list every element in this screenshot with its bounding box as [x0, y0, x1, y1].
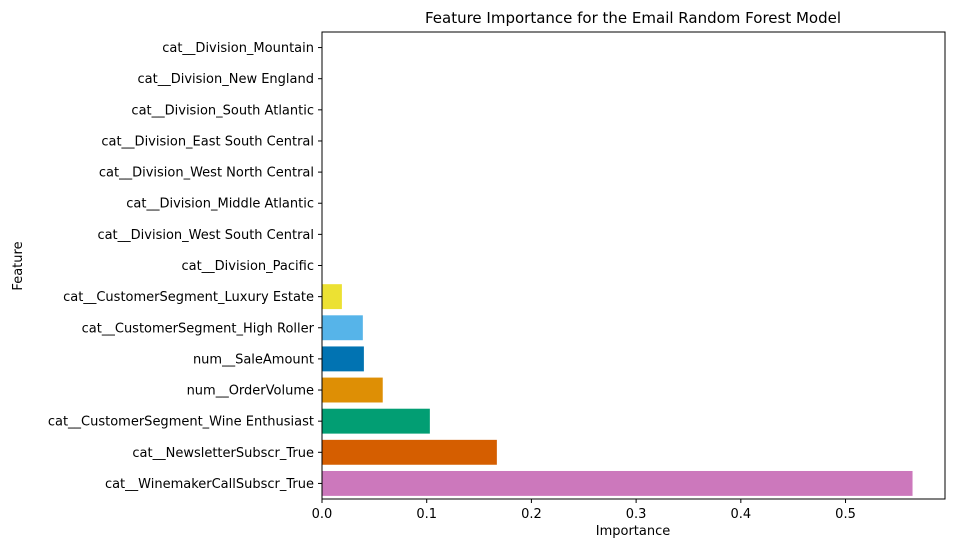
y-tick-label-9: cat__CustomerSegment_High Roller: [82, 321, 315, 336]
y-tick-label-3: cat__Division_East South Central: [101, 134, 314, 149]
bar-9: [322, 315, 363, 341]
y-tick-label-7: cat__Division_Pacific: [181, 259, 314, 274]
x-tick-label-4: 0.4: [730, 507, 751, 522]
y-tick-label-11: num__OrderVolume: [187, 384, 314, 399]
bar-8: [322, 284, 342, 310]
y-tick-label-0: cat__Division_Mountain: [162, 41, 314, 56]
x-axis: 0.0 0.1 0.2 0.3 0.4 0.5: [312, 499, 856, 522]
y-tick-label-14: cat__WinemakerCallSubscr_True: [105, 477, 314, 492]
y-tick-label-10: num__SaleAmount: [193, 352, 314, 367]
x-axis-label: Importance: [596, 524, 671, 539]
bar-13: [322, 439, 497, 465]
chart-title: Feature Importance for the Email Random …: [425, 9, 841, 27]
x-tick-label-0: 0.0: [312, 507, 333, 522]
y-tick-label-6: cat__Division_West South Central: [97, 228, 314, 243]
bar-10: [322, 346, 364, 372]
plot-frame: [321, 31, 946, 500]
bars-layer: [322, 284, 913, 496]
y-axis: cat__Division_Mountain cat__Division_New …: [48, 41, 322, 492]
y-tick-label-8: cat__CustomerSegment_Luxury Estate: [63, 290, 314, 305]
x-tick-label-5: 0.5: [835, 507, 856, 522]
x-tick-label-1: 0.1: [416, 507, 437, 522]
y-tick-label-13: cat__NewsletterSubscr_True: [132, 446, 314, 461]
y-tick-label-2: cat__Division_South Atlantic: [131, 103, 314, 118]
x-tick-label-2: 0.2: [521, 507, 542, 522]
y-tick-label-1: cat__Division_New England: [138, 72, 314, 87]
bar-14: [322, 470, 913, 496]
y-axis-label: Feature: [11, 241, 26, 290]
y-tick-label-4: cat__Division_West North Central: [99, 166, 314, 181]
y-tick-label-5: cat__Division_Middle Atlantic: [126, 197, 314, 212]
y-tick-label-12: cat__CustomerSegment_Wine Enthusiast: [48, 415, 314, 430]
bar-12: [322, 408, 430, 434]
bar-11: [322, 377, 383, 403]
x-tick-label-3: 0.3: [626, 507, 647, 522]
